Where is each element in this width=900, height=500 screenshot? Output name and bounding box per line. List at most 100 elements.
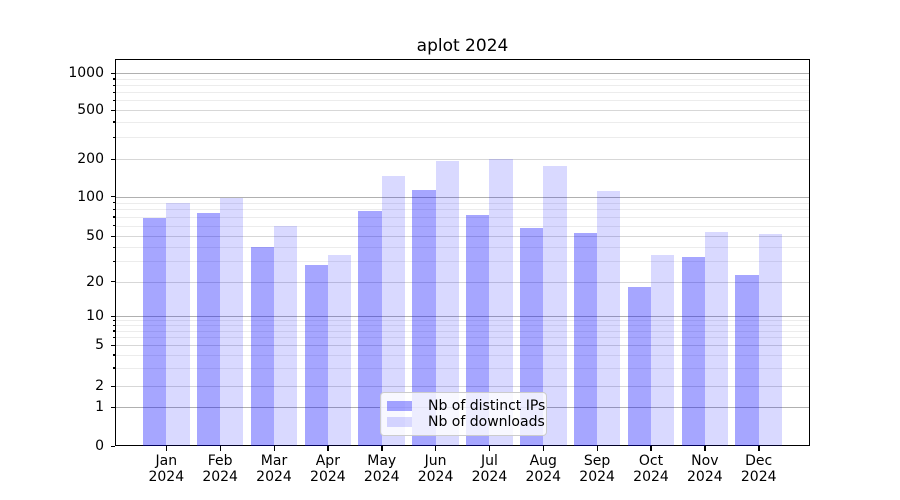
year-label: 2024 (256, 469, 292, 485)
sub-gridline (116, 386, 809, 387)
bar-distinct-ips (196, 212, 221, 446)
bar-distinct-ips (466, 215, 490, 446)
y-minor-tick (112, 208, 115, 210)
minor-gridline (116, 137, 809, 139)
year-label: 2024 (579, 469, 615, 485)
month-label: Mar (260, 453, 288, 469)
legend-item: Nb of distinct IPs (387, 398, 545, 414)
x-tick (165, 446, 168, 451)
y-minor-tick (112, 136, 115, 139)
minor-gridline (116, 202, 809, 204)
x-tick-label: Mar 2024 (247, 453, 301, 485)
bar-downloads (704, 231, 729, 446)
x-tick (596, 446, 598, 451)
x-tick (542, 446, 545, 451)
x-tick-label: Feb 2024 (193, 453, 247, 485)
minor-gridline (116, 337, 809, 339)
sub-gridline (116, 159, 809, 160)
y-minor-tick (112, 367, 115, 369)
minor-gridline (116, 367, 809, 369)
plot-area (115, 59, 810, 446)
y-tick (110, 344, 115, 346)
y-tick (110, 235, 115, 237)
year-label: 2024 (740, 469, 777, 485)
x-tick-label: May 2024 (355, 453, 409, 485)
y-minor-tick (112, 202, 115, 204)
y-minor-tick (112, 216, 115, 218)
y-tick (110, 385, 115, 387)
legend-label: Nb of distinct IPs (428, 398, 546, 414)
sub-gridline (116, 345, 809, 346)
y-tick (110, 445, 115, 447)
y-tick-label: 100 (77, 188, 104, 205)
year-label: 2024 (417, 469, 454, 485)
minor-gridline (116, 100, 809, 102)
bar-distinct-ips (519, 227, 544, 446)
legend-item: Nb of downloads (387, 414, 545, 430)
y-tick-label: 1 (95, 399, 104, 415)
y-tick-label: 1000 (68, 65, 104, 82)
year-label: 2024 (471, 469, 508, 485)
year-label: 2024 (202, 469, 238, 485)
y-minor-tick (112, 330, 115, 332)
bar-downloads (220, 198, 244, 446)
bar-downloads (597, 191, 621, 446)
y-minor-tick (112, 336, 115, 339)
y-minor-tick (112, 91, 115, 93)
year-label: 2024 (687, 469, 723, 485)
legend: Nb of distinct IPs Nb of downloads (380, 392, 547, 436)
y-minor-tick (112, 354, 115, 356)
bar-distinct-ips (250, 247, 274, 446)
x-tick (381, 446, 383, 451)
y-tick-label: 5 (95, 337, 104, 353)
minor-gridline (116, 121, 809, 123)
x-tick (435, 446, 437, 451)
y-tick (110, 196, 115, 198)
sub-gridline (116, 110, 809, 111)
y-tick-label: 50 (86, 228, 104, 244)
y-tick (110, 72, 115, 75)
x-tick-label: Jan 2024 (139, 453, 193, 485)
year-label: 2024 (148, 469, 185, 485)
major-gridline (116, 316, 809, 317)
y-minor-tick (112, 84, 115, 86)
y-tick-label: 500 (77, 102, 104, 118)
bar-distinct-ips (573, 232, 598, 446)
month-label: Aug (529, 453, 557, 469)
x-tick-label: Dec 2024 (732, 453, 786, 485)
y-tick-label: 10 (86, 308, 104, 324)
month-label: Jan (155, 453, 178, 469)
month-label: Feb (207, 453, 233, 469)
y-minor-tick (112, 260, 115, 263)
year-label: 2024 (363, 469, 400, 485)
bar-distinct-ips (681, 256, 705, 446)
minor-gridline (116, 354, 809, 356)
x-tick-label: Sep 2024 (570, 453, 624, 485)
bar-downloads (381, 176, 406, 446)
sub-gridline (116, 281, 809, 283)
bar-distinct-ips (143, 218, 167, 446)
bar-downloads (327, 255, 352, 446)
legend-swatch (387, 401, 412, 411)
y-tick (110, 158, 115, 160)
sub-gridline (116, 236, 809, 237)
bar-downloads (489, 159, 513, 446)
minor-gridline (116, 261, 809, 263)
y-minor-tick (112, 319, 115, 322)
x-tick-label: Nov 2024 (678, 453, 732, 485)
minor-gridline (116, 85, 809, 87)
y-tick (110, 281, 115, 283)
y-tick (110, 315, 115, 317)
y-minor-tick (112, 225, 115, 227)
major-gridline (116, 196, 809, 198)
month-label: May (367, 453, 397, 469)
y-tick-label: 200 (77, 151, 104, 167)
year-label: 2024 (633, 469, 669, 485)
x-tick-label: Aug 2024 (516, 453, 570, 485)
month-label: Nov (691, 453, 719, 469)
x-tick (488, 446, 491, 451)
x-tick (327, 446, 329, 451)
bar-downloads (166, 202, 190, 446)
y-minor-tick (112, 246, 115, 248)
